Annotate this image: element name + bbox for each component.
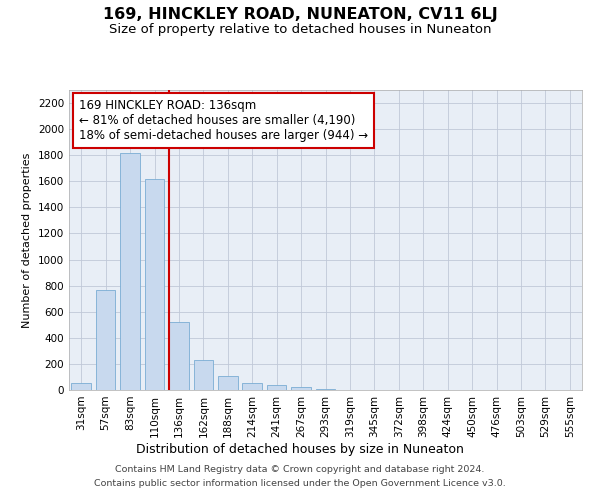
Text: 169 HINCKLEY ROAD: 136sqm
← 81% of detached houses are smaller (4,190)
18% of se: 169 HINCKLEY ROAD: 136sqm ← 81% of detac… (79, 99, 368, 142)
Y-axis label: Number of detached properties: Number of detached properties (22, 152, 32, 328)
Bar (145, 178, 164, 390)
Text: 169, HINCKLEY ROAD, NUNEATON, CV11 6LJ: 169, HINCKLEY ROAD, NUNEATON, CV11 6LJ (103, 8, 497, 22)
Bar (194, 360, 213, 390)
Text: Contains HM Land Registry data © Crown copyright and database right 2024.
Contai: Contains HM Land Registry data © Crown c… (94, 466, 506, 487)
Bar (169, 322, 188, 390)
Bar (267, 386, 286, 390)
Bar (242, 383, 262, 390)
Text: Distribution of detached houses by size in Nuneaton: Distribution of detached houses by size … (136, 442, 464, 456)
Text: Size of property relative to detached houses in Nuneaton: Size of property relative to detached ho… (109, 22, 491, 36)
Bar (96, 290, 115, 390)
Bar (218, 376, 238, 390)
Bar (120, 152, 140, 390)
Bar (71, 384, 91, 390)
Bar (291, 388, 311, 390)
